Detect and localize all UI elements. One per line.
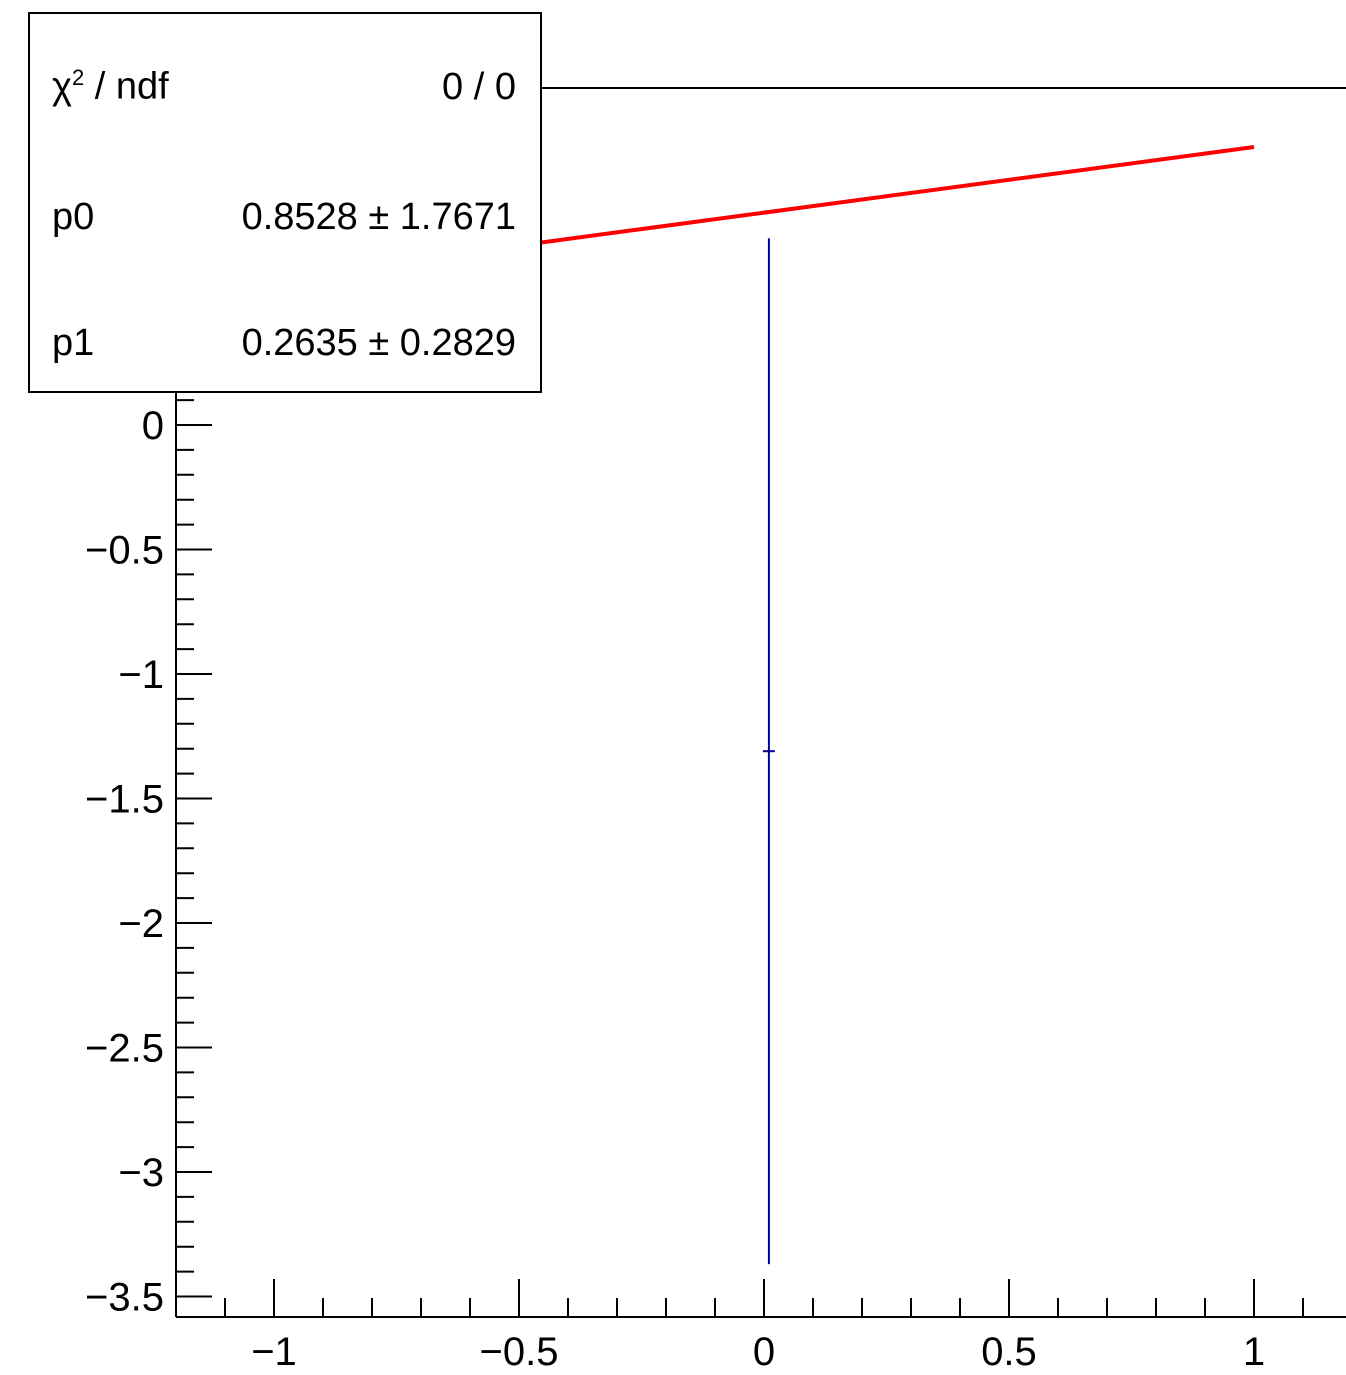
y-tick-label: −3.5	[85, 1276, 164, 1320]
y-tick-label: 0	[142, 404, 164, 448]
x-axis: −1 −0.5 0 0.5 1	[175, 1279, 1304, 1374]
stats-value-chi2: 0 / 0	[442, 65, 516, 108]
x-tick-label: 0.5	[981, 1330, 1037, 1374]
fit-line	[518, 145, 1255, 248]
stats-value-p0: 0.8528 ± 1.7671	[241, 195, 516, 238]
stats-label-chi2: χ2 / ndf	[52, 65, 169, 108]
y-tick-label: −1.5	[85, 778, 164, 822]
x-tick-label: 0	[753, 1330, 775, 1374]
points-layer	[762, 238, 775, 1265]
stats-row-chi2: χ2 / ndf 0 / 0	[52, 62, 516, 112]
y-tick-label: −0.5	[85, 529, 164, 573]
y-tick-label: −2	[118, 902, 164, 946]
y-tick-label: −1	[118, 653, 164, 697]
x-tick-label: −0.5	[480, 1330, 559, 1374]
stats-row-p0: p0 0.8528 ± 1.7671	[52, 192, 516, 242]
stats-row-p1: p1 0.2635 ± 0.2829	[52, 318, 516, 368]
y-tick-label: −2.5	[85, 1027, 164, 1071]
stats-label-p0: p0	[52, 195, 95, 238]
y-tick-label: −3	[118, 1151, 164, 1195]
x-tick-label: −1	[251, 1330, 297, 1374]
x-tick-label: 1	[1243, 1330, 1265, 1374]
fit-layer	[518, 145, 1255, 248]
fit-stats-box: χ2 / ndf 0 / 0 p0 0.8528 ± 1.7671 p1 0.2…	[28, 12, 542, 393]
y-axis: −3.5 −3 −2.5 −2 −1.5 −1 −0.5 0	[85, 100, 212, 1320]
stats-value-p1: 0.2635 ± 0.2829	[241, 321, 516, 364]
stats-label-p1: p1	[52, 321, 95, 364]
